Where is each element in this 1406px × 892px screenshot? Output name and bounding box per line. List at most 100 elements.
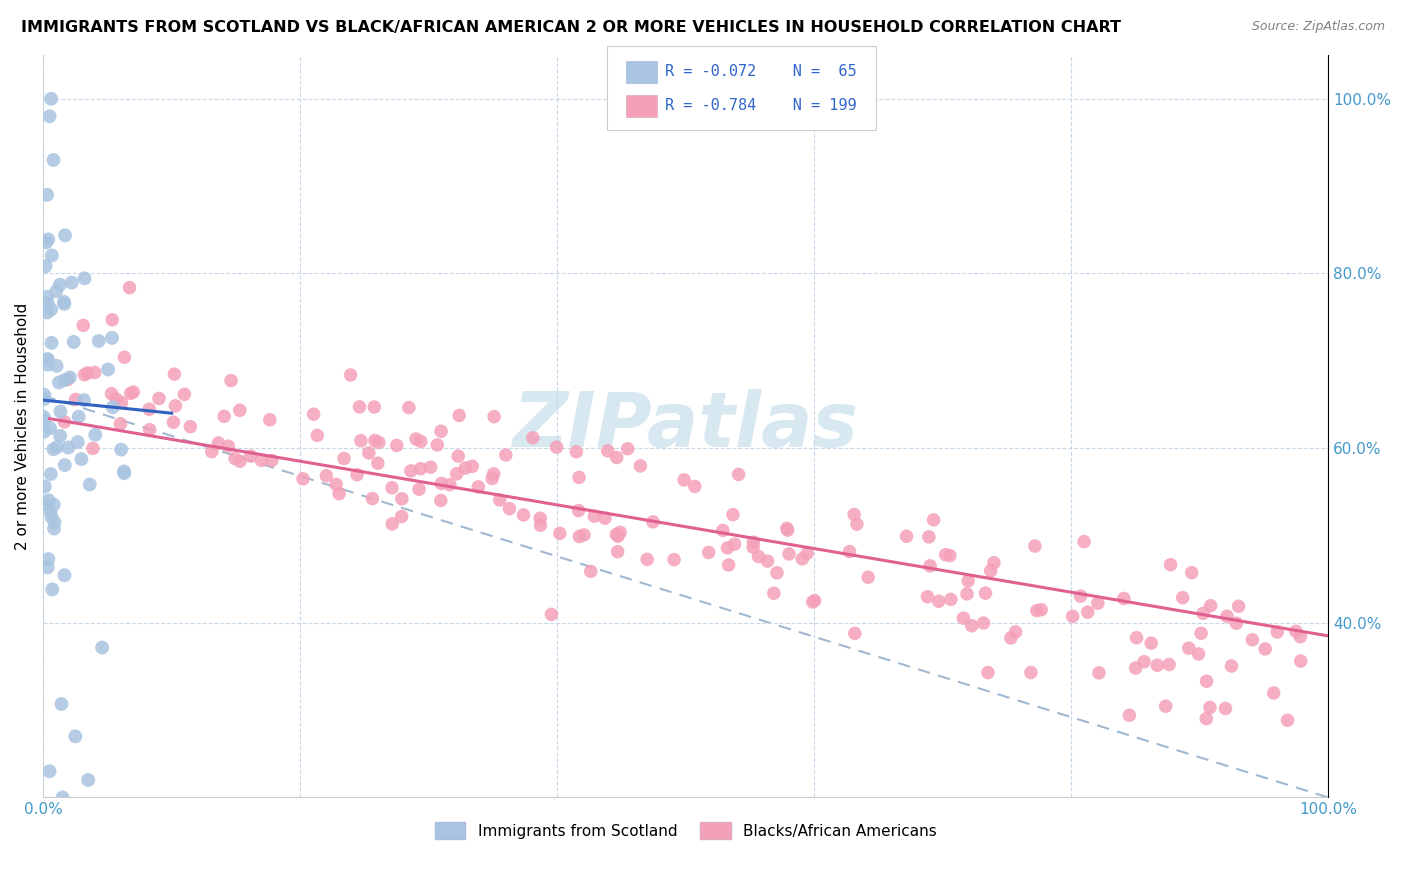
Point [399,464,422,478]
Point [529,511,551,525]
Point [446,467,468,481]
Point [41,510,63,524]
Point [97,362,120,376]
Point [796,546,818,560]
Point [605,527,627,541]
Point [1133,655,1156,669]
Point [51,697,73,711]
Point [1199,599,1222,613]
Point [1140,636,1163,650]
Point [426,438,449,452]
Text: R = -0.784    N = 199: R = -0.784 N = 199 [665,98,856,112]
Point [39,92,62,106]
Point [568,470,591,484]
Point [1241,632,1264,647]
Point [34,497,56,511]
Point [38,109,60,123]
Point [628,458,651,473]
Point [67,409,90,424]
Point [41,582,63,597]
Point [449,409,471,423]
Point [53,297,76,311]
Point [346,467,368,482]
Point [138,402,160,417]
Point [1277,713,1299,727]
Point [766,566,789,580]
Point [1024,539,1046,553]
Point [801,595,824,609]
Point [42,153,65,167]
Point [302,407,325,421]
Point [112,466,135,480]
Point [110,417,132,431]
Point [579,565,602,579]
Point [139,423,162,437]
Point [350,434,373,448]
Point [1216,609,1239,624]
Point [1031,602,1053,616]
Point [447,449,470,463]
Point [260,453,283,467]
Point [607,529,630,543]
Point [49,429,72,443]
Point [1062,609,1084,624]
Point [723,537,745,551]
Point [110,442,132,457]
Point [747,549,769,564]
Point [844,508,866,522]
Point [39,467,62,481]
Point [918,530,941,544]
Y-axis label: 2 or more Vehicles in Household: 2 or more Vehicles in Household [15,302,30,549]
Point [367,435,389,450]
Point [83,366,105,380]
Point [398,401,420,415]
Point [935,548,957,562]
Point [616,442,638,456]
Point [229,454,252,468]
Point [467,480,489,494]
Point [120,386,142,401]
Point [1125,661,1147,675]
Point [717,558,740,572]
Point [596,443,619,458]
Point [776,523,799,537]
Point [1004,624,1026,639]
Point [1025,604,1047,618]
Point [405,432,427,446]
Point [77,772,100,787]
Point [38,764,60,779]
Point [39,421,62,435]
Point [583,509,606,524]
Point [60,276,83,290]
Point [762,586,785,600]
Point [325,477,347,491]
Point [79,477,101,491]
Point [1160,558,1182,572]
Point [662,552,685,566]
Point [37,305,59,319]
Point [1070,589,1092,603]
Point [59,370,82,384]
Point [974,586,997,600]
Point [37,232,59,246]
Point [39,505,62,519]
Point [711,524,734,538]
Point [1289,654,1312,668]
Point [776,521,799,535]
Point [51,790,73,805]
Point [65,729,87,743]
Point [37,296,59,310]
Point [37,560,59,574]
Point [1289,630,1312,644]
Point [721,508,744,522]
Point [957,574,980,588]
Point [1073,534,1095,549]
Point [53,228,76,243]
Point [34,479,56,493]
Point [1159,657,1181,672]
Point [35,235,58,250]
Point [522,431,544,445]
Point [482,467,505,481]
Point [529,518,551,533]
Point [1000,631,1022,645]
